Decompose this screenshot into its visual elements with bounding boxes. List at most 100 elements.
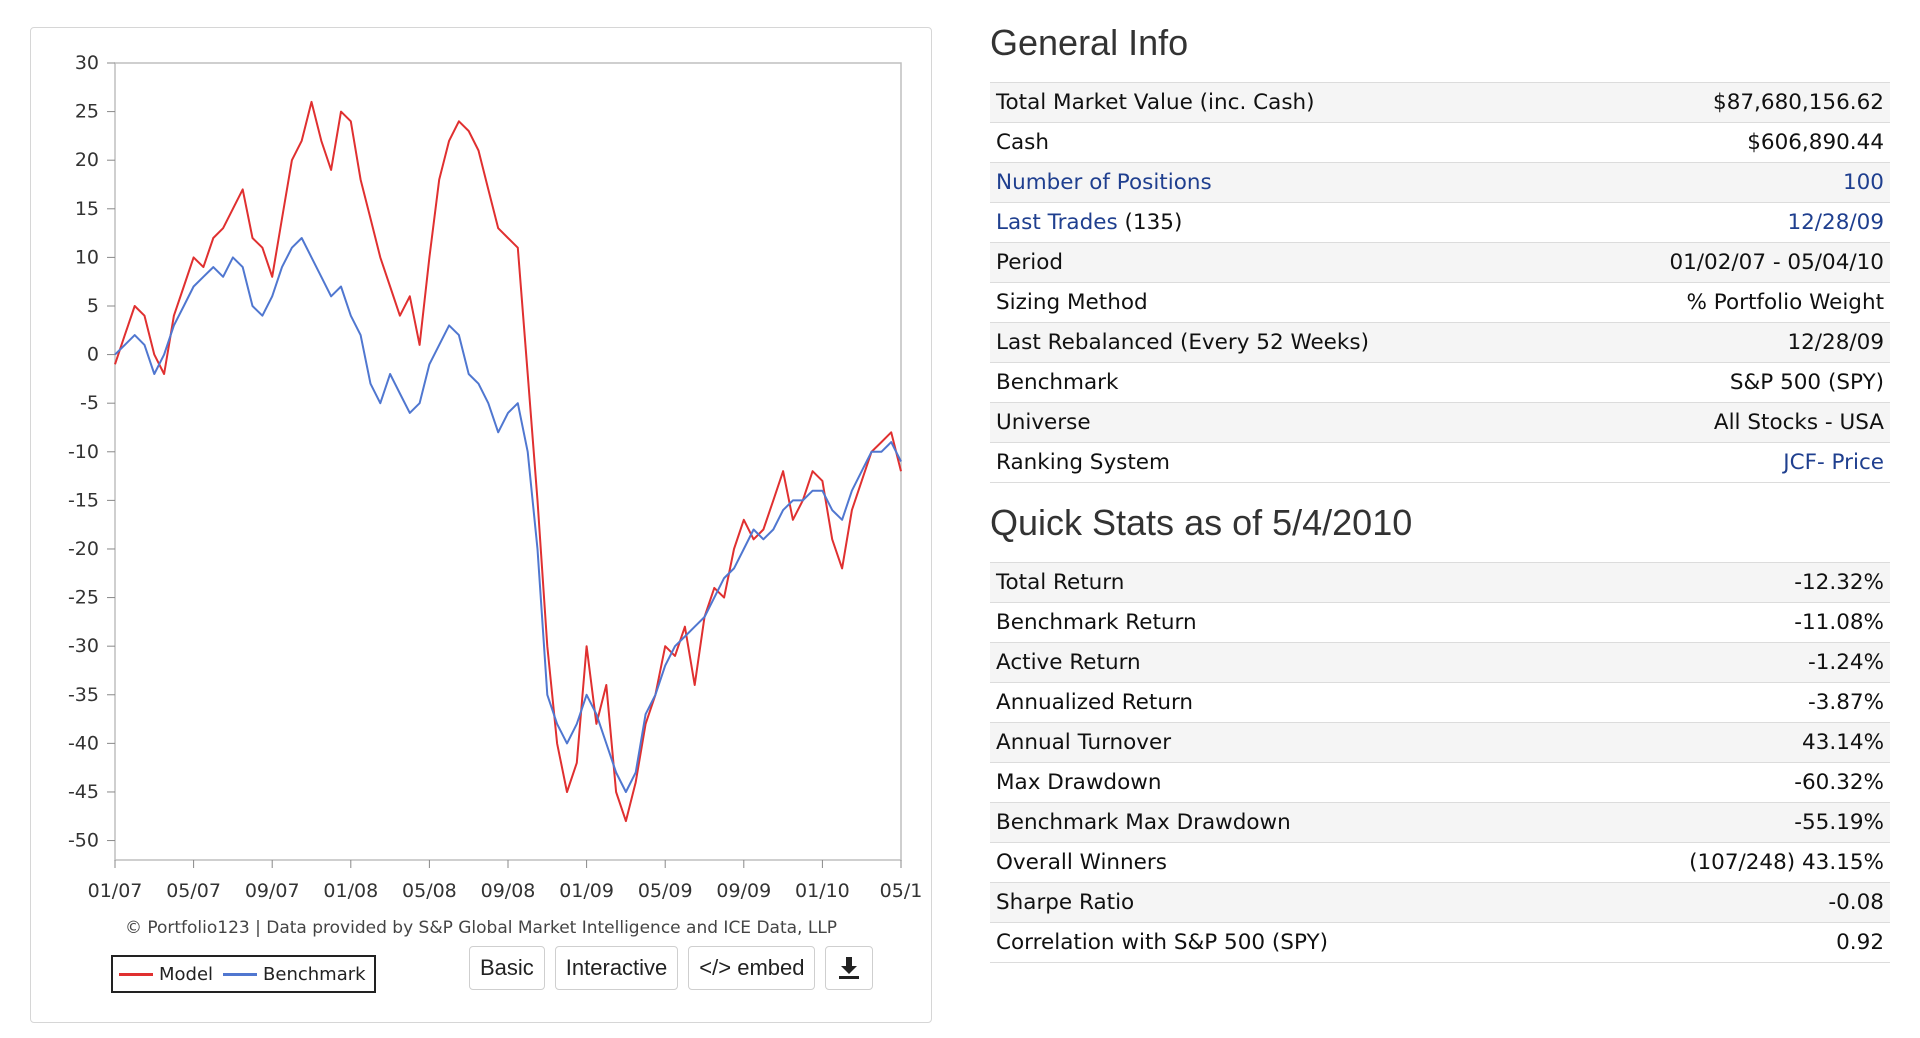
row-value: 12/28/09 (1556, 322, 1890, 363)
legend-swatch-benchmark (223, 972, 258, 976)
interactive-button[interactable]: Interactive (554, 946, 679, 990)
series-line-benchmark (114, 237, 902, 793)
row-value: $606,890.44 (1747, 130, 1884, 155)
general-info-heading: General Info (990, 22, 1189, 63)
download-icon (839, 957, 860, 979)
number-of-positions-link[interactable]: Number of Positions (996, 170, 1212, 195)
last-trades-link[interactable]: Last Trades (996, 210, 1118, 235)
y-tick-label: -25 (68, 587, 99, 609)
quick-stats-table: Total Return -12.32% Benchmark Return -1… (990, 562, 1890, 963)
performance-chart-card: 30 25 20 15 10 5 0 -5 -10 -15 -20 -25 -30 -35 -40 -45 -5… (30, 27, 932, 1023)
y-tick-label: -30 (68, 635, 99, 657)
table-row: Universe All Stocks - USA (990, 402, 1890, 443)
table-row: Overall Winners (107/248) 43.15% (990, 842, 1890, 883)
row-label: Universe (990, 402, 1557, 443)
y-tick-label: -20 (68, 538, 99, 560)
y-tick-label: 20 (75, 149, 99, 171)
y-tick-label: -5 (80, 392, 99, 414)
plot-area (114, 62, 902, 861)
y-tick-label: -35 (68, 684, 99, 706)
legend-swatch-model (119, 972, 153, 976)
y-tick-label: -10 (68, 441, 99, 463)
row-value: % Portfolio Weight (1686, 290, 1884, 315)
general-info-table: Total Market Value (inc. Cash) $87,680,1… (990, 82, 1890, 483)
row-label: Ranking System (996, 450, 1170, 475)
performance-chart: 30 25 20 15 10 5 0 -5 -10 -15 -20 -25 -30 -35 -40 -45 -5… (68, 52, 922, 902)
table-row: Last Trades (135) 12/28/09 (990, 202, 1890, 243)
number-of-positions-link-cell: Number of Positions (990, 162, 1557, 203)
x-tick-label: 09/08 (481, 880, 536, 902)
row-value: -3.87% (1807, 690, 1884, 715)
quick-stats-heading: Quick Stats as of 5/4/2010 (990, 502, 1413, 543)
row-value: (107/248) 43.15% (1689, 850, 1884, 875)
row-value: 01/02/07 - 05/04/10 (1556, 242, 1890, 283)
x-tick-label: 05/08 (402, 880, 457, 902)
row-label: Max Drawdown (996, 770, 1162, 795)
row-label: Total Return (990, 562, 1552, 603)
table-row: Benchmark Return -11.08% (990, 602, 1890, 643)
x-tick-label: 09/09 (716, 880, 771, 902)
row-label: Last Rebalanced (Every 52 Weeks) (990, 322, 1557, 363)
table-row: Active Return -1.24% (990, 642, 1890, 683)
x-tick-label: 05/07 (166, 880, 221, 902)
row-value: -12.32% (1551, 562, 1890, 603)
x-tick-label: 01/08 (323, 880, 378, 902)
row-label: Benchmark Return (996, 610, 1197, 635)
row-label: Active Return (990, 642, 1552, 683)
chart-credit: © Portfolio123 | Data provided by S&P Gl… (124, 918, 838, 938)
row-label: Total Market Value (inc. Cash) (990, 82, 1557, 123)
download-button[interactable] (825, 946, 874, 990)
row-value: -0.08 (1551, 882, 1890, 923)
x-tick-label: 05/09 (638, 880, 693, 902)
row-value: -11.08% (1794, 610, 1884, 635)
table-row: Correlation with S&P 500 (SPY) 0.92 (990, 922, 1890, 963)
table-row: Sharpe Ratio -0.08 (990, 882, 1890, 923)
last-trades-date-link[interactable]: 12/28/09 (1787, 210, 1884, 235)
x-tick-label: 01/10 (795, 880, 850, 902)
y-tick-label: -40 (68, 732, 99, 754)
row-label: Correlation with S&P 500 (SPY) (996, 930, 1328, 955)
basic-button[interactable]: Basic (469, 946, 545, 990)
table-row: Total Return -12.32% (990, 562, 1890, 603)
table-row: Max Drawdown -60.32% (990, 762, 1890, 803)
row-value: -55.19% (1551, 802, 1890, 843)
table-row: Number of Positions 100 (990, 162, 1890, 203)
series-line-model (114, 100, 902, 823)
table-row: Benchmark S&P 500 (SPY) (990, 362, 1890, 403)
legend-label-model: Model (159, 963, 214, 985)
row-label: Annualized Return (996, 690, 1194, 715)
y-tick-label: 10 (75, 246, 99, 268)
ranking-system-link[interactable]: JCF- Price (1783, 450, 1884, 475)
x-tick-label: 01/09 (559, 880, 614, 902)
row-label: Sharpe Ratio (990, 882, 1552, 923)
row-label: Benchmark (996, 370, 1119, 395)
row-value: $87,680,156.62 (1556, 82, 1890, 123)
table-row: Annualized Return -3.87% (990, 682, 1890, 723)
table-row: Benchmark Max Drawdown -55.19% (990, 802, 1890, 843)
y-tick-label: 25 (75, 101, 99, 123)
embed-button[interactable]: </> embed (688, 946, 816, 990)
row-value: All Stocks - USA (1556, 402, 1890, 443)
y-tick-label: 0 (87, 344, 99, 366)
y-tick-label: -50 (68, 830, 99, 852)
table-row: Total Market Value (inc. Cash) $87,680,1… (990, 82, 1890, 123)
legend-label-benchmark: Benchmark (263, 963, 366, 985)
y-tick-label: 30 (75, 52, 99, 74)
row-label: Sizing Method (996, 290, 1148, 315)
legend-item-benchmark: Benchmark (223, 964, 366, 985)
table-row: Last Rebalanced (Every 52 Weeks) 12/28/0… (990, 322, 1890, 363)
row-value: -60.32% (1794, 770, 1884, 795)
table-row: Cash $606,890.44 (990, 122, 1890, 163)
row-value: 43.14% (1551, 722, 1890, 763)
row-value: S&P 500 (SPY) (1729, 370, 1884, 395)
row-value: 100 (1556, 162, 1890, 203)
positions-count-link[interactable]: 100 (1842, 170, 1884, 195)
table-row: Annual Turnover 43.14% (990, 722, 1890, 763)
x-tick-label: 01/07 (88, 880, 143, 902)
row-label: Benchmark Max Drawdown (990, 802, 1552, 843)
y-tick-label: -15 (68, 489, 99, 511)
row-value: -1.24% (1551, 642, 1890, 683)
row-value: 12/28/09 (1557, 203, 1890, 243)
y-tick-label: -45 (68, 781, 99, 803)
x-tick-label: 09/07 (245, 880, 300, 902)
